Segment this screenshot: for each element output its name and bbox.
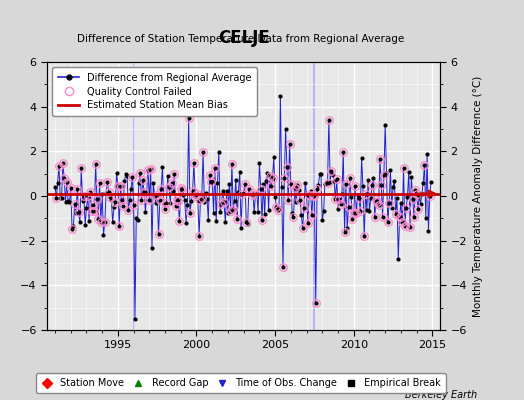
Legend: Difference from Regional Average, Quality Control Failed, Estimated Station Mean: Difference from Regional Average, Qualit…	[52, 67, 257, 116]
Text: Berkeley Earth: Berkeley Earth	[405, 390, 477, 400]
Title: CELJE: CELJE	[218, 28, 269, 46]
Legend: Station Move, Record Gap, Time of Obs. Change, Empirical Break: Station Move, Record Gap, Time of Obs. C…	[36, 374, 446, 393]
Text: Difference of Station Temperature Data from Regional Average: Difference of Station Temperature Data f…	[78, 34, 405, 44]
Y-axis label: Monthly Temperature Anomaly Difference (°C): Monthly Temperature Anomaly Difference (…	[473, 75, 483, 317]
